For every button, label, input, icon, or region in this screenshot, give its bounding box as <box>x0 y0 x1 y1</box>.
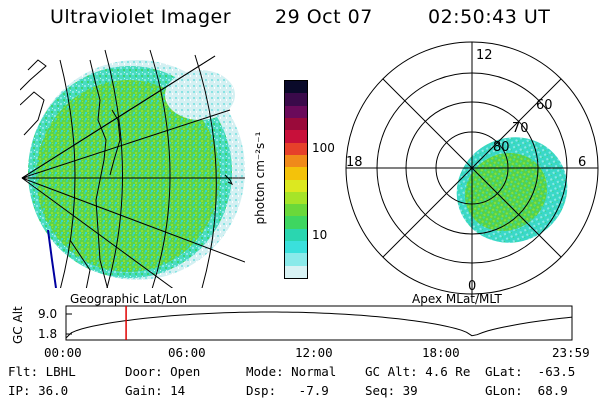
observation-time: 02:50:43 UT <box>428 6 551 28</box>
info-mode: Mode: Normal <box>246 364 337 379</box>
timeline-x-tick-2: 12:00 <box>295 345 333 360</box>
timeline-x-tick-3: 18:00 <box>422 345 460 360</box>
colorbar-segment <box>285 265 307 278</box>
timeline-frame <box>65 305 573 341</box>
colorbar-segment <box>285 167 307 180</box>
info-dsp: Dsp: -7.9 <box>246 383 329 398</box>
mlt-label-12: 12 <box>476 48 493 63</box>
colorbar-segment <box>285 204 307 217</box>
info-door: Door: Open <box>125 364 201 379</box>
mlat-label-70: 70 <box>512 121 529 136</box>
colorbar-segment <box>285 191 307 205</box>
lat-lon-grid <box>21 49 245 288</box>
auroral-emission-image <box>28 60 245 280</box>
colorbar-segment <box>285 253 307 266</box>
timeline-x-tick-0: 00:00 <box>44 345 82 360</box>
observation-date: 29 Oct 07 <box>275 6 373 28</box>
colorbar-tick-10: 10 <box>312 228 328 242</box>
colorbar-segment <box>285 241 307 254</box>
instrument-title: Ultraviolet Imager <box>50 6 232 28</box>
info-filter: Flt: LBHL <box>8 364 76 379</box>
info-seq: Seq: 39 <box>365 383 418 398</box>
colorbar-tick-100: 100 <box>312 141 335 155</box>
timeline-x-tick-1: 06:00 <box>168 345 206 360</box>
colorbar-segment <box>285 105 307 118</box>
colorbar-segment <box>285 154 307 168</box>
polar-auroral-oval <box>456 137 568 243</box>
colorbar-segment <box>285 216 307 229</box>
mlt-label-0: 0 <box>468 279 476 294</box>
mlat-label-80: 80 <box>493 140 510 155</box>
geographic-caption: Geographic Lat/Lon <box>70 292 188 306</box>
colorbar-segment <box>285 93 307 106</box>
timeline-y-tick-high: 9.0 <box>38 307 57 321</box>
colorbar-segment <box>285 179 307 192</box>
timeline-y-tick-low: 1.8 <box>38 327 57 341</box>
info-ip: IP: 36.0 <box>8 383 69 398</box>
colorbar-segment <box>285 81 307 94</box>
altitude-curve <box>65 311 573 339</box>
info-gain: Gain: 14 <box>125 383 186 398</box>
info-gc-alt: GC Alt: 4.6 Re <box>365 364 471 379</box>
coastlines <box>20 59 234 288</box>
colorbar-segment <box>285 130 307 143</box>
timeline-ticks <box>66 313 72 335</box>
info-glon: GLon: 68.9 <box>485 383 568 398</box>
timeline-x-tick-4: 23:59 <box>552 345 590 360</box>
info-glat: GLat: -63.5 <box>485 364 576 379</box>
colorbar-segment <box>285 228 307 242</box>
mlat-label-60: 60 <box>536 98 553 113</box>
mlt-label-18: 18 <box>346 155 363 170</box>
timeline-y-label: GC Alt <box>11 306 25 344</box>
colorbar-segment <box>285 142 307 155</box>
polar-grid <box>345 41 599 295</box>
mlt-label-6: 6 <box>578 155 586 170</box>
colorbar-segment <box>285 117 307 131</box>
colorbar <box>284 80 308 279</box>
apex-caption: Apex MLat/MLT <box>412 292 502 306</box>
